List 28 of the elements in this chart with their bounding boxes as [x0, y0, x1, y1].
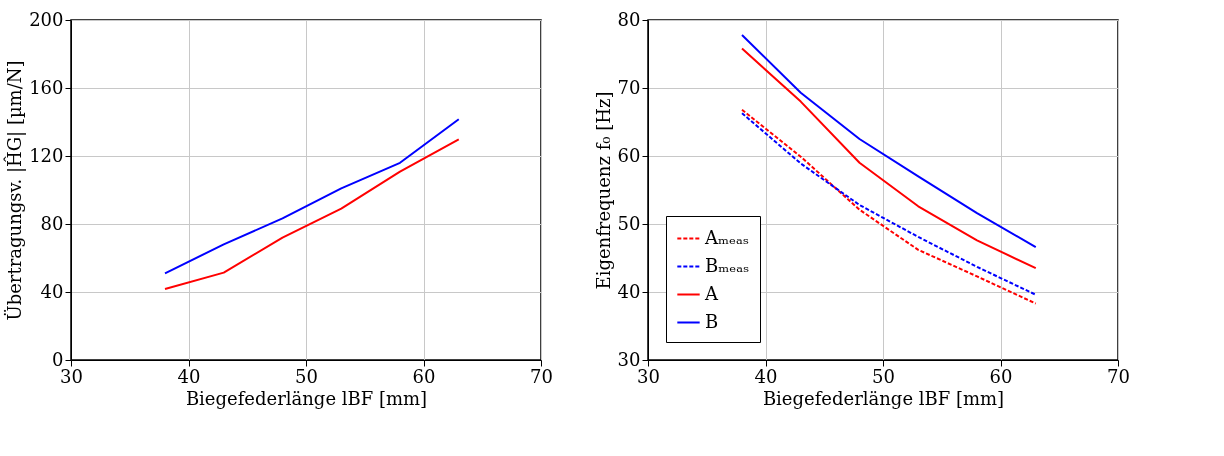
legend-label: Aₘₑₐₛ — [704, 226, 750, 248]
legend-label: A — [704, 282, 719, 304]
y-tick-label: 80 — [617, 8, 641, 30]
x-tick-label: 70 — [1107, 365, 1130, 387]
x-tick-label: 50 — [295, 365, 318, 387]
y-tick-label: 120 — [29, 144, 64, 166]
y-tick-label: 160 — [29, 76, 64, 98]
y-tick-label: 60 — [617, 144, 641, 166]
y-tick-label: 40 — [617, 280, 641, 302]
x-tick-label: 50 — [872, 365, 895, 387]
y-tick-label: 50 — [617, 212, 641, 234]
x-axis-title: Biegefederlänge lBF [mm] — [762, 387, 1005, 409]
legend-label: Bₘₑₐₛ — [705, 254, 750, 276]
x-tick-label: 40 — [754, 365, 778, 387]
y-tick-label: 200 — [29, 8, 64, 30]
y-tick-label: 40 — [40, 280, 64, 302]
y-tick-label: 70 — [617, 76, 641, 98]
line-series — [164, 118, 460, 275]
y-tick-label: 80 — [40, 212, 64, 234]
y-axis-title: Eigenfrequenz f₀ [Hz] — [592, 91, 614, 290]
x-axis-title: Biegefederlänge lBF [mm] — [185, 387, 428, 409]
legend-label: B — [705, 310, 719, 332]
x-tick-label: 60 — [989, 365, 1013, 387]
y-axis-title: Übertragungsv. |ĤG| [µm/N] — [3, 60, 27, 321]
line-series — [164, 138, 460, 290]
x-tick-label: 60 — [412, 365, 436, 387]
x-tick-label: 70 — [530, 365, 553, 387]
x-tick-label: 40 — [177, 365, 201, 387]
